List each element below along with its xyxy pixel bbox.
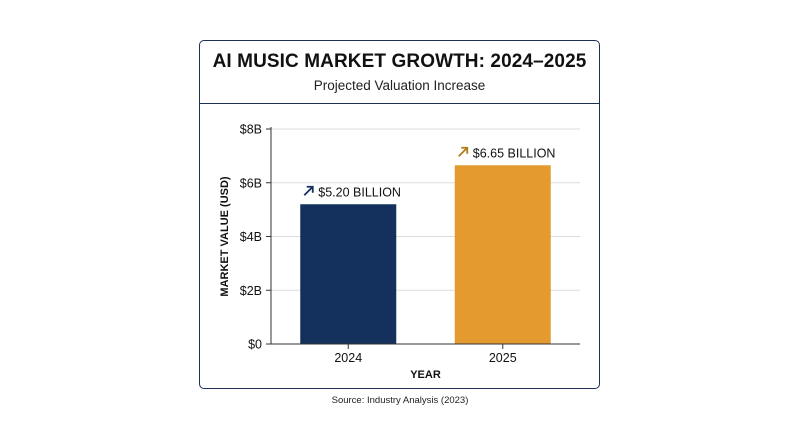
trend-up-icon-head [461,146,469,154]
trend-up-icon-shaft [303,186,313,196]
trend-up-icon-head [306,185,314,193]
y-tick-label: $0 [248,338,262,352]
chart-title: AI MUSIC MARKET GROWTH: 2024–2025 [212,51,587,72]
trend-up-icon-shaft [458,147,468,157]
trend-up-icon [303,185,314,196]
x-axis-title: YEAR [410,369,441,381]
axes [266,127,580,349]
chart-subtitle: Projected Valuation Increase [313,78,486,93]
bar-2024 [300,204,397,344]
y-tick-label: $8B [240,123,262,137]
trend-up-icon [458,146,469,157]
y-tick-label: $6B [240,176,262,190]
bars [300,165,551,344]
x-tick-label: 2025 [489,351,517,365]
y-tick-label: $2B [240,284,262,298]
source-note: Source: Industry Analysis (2023) [331,395,469,406]
y-axis-title: MARKET VALUE (USD) [219,176,231,297]
chart-header: AI MUSIC MARKET GROWTH: 2024–2025 Projec… [200,41,599,104]
labels: $0 $2B $4B $6B $8B 2024 $5.20 BILLION 2025 $6.65… [219,123,555,382]
data-label: $6.65 BILLION [473,146,556,160]
y-tick-label: $4B [240,230,262,244]
bar-2025 [454,165,551,344]
data-label: $5.20 BILLION [318,185,401,199]
x-tick-label: 2024 [334,351,362,365]
